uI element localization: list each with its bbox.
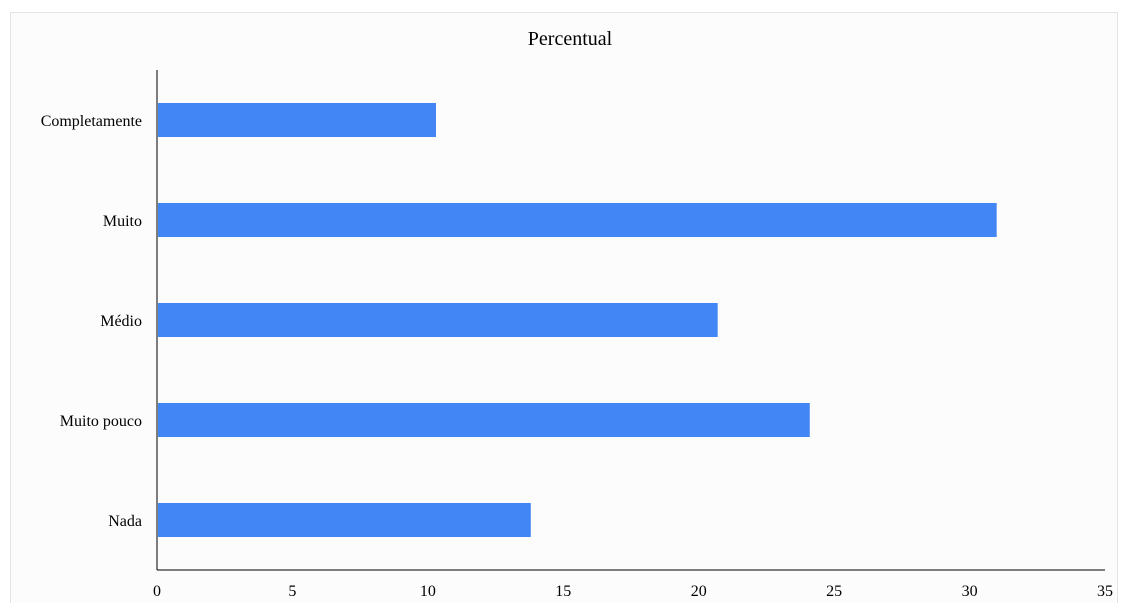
x-tick-label: 15 xyxy=(555,583,571,600)
y-axis-labels: Completamente Muito Médio Muito pouco Nada xyxy=(41,113,142,530)
bar-2 xyxy=(158,303,718,337)
y-tick-label: Médio xyxy=(100,313,142,330)
x-tick-label: 30 xyxy=(962,583,978,600)
chart-title: Percentual xyxy=(528,28,613,50)
y-tick-label: Muito xyxy=(103,213,142,230)
y-tick-label: Completamente xyxy=(41,113,142,130)
y-tick-label: Muito pouco xyxy=(60,413,142,430)
y-tick-label: Nada xyxy=(108,513,142,530)
axes-layer xyxy=(156,70,1105,571)
bar-1 xyxy=(158,203,997,237)
x-tick-label: 5 xyxy=(288,583,296,600)
x-tick-label: 10 xyxy=(420,583,436,600)
x-tick-label: 35 xyxy=(1097,583,1113,600)
bars-layer xyxy=(158,103,997,537)
x-tick-label: 20 xyxy=(691,583,707,600)
x-tick-label: 0 xyxy=(153,583,161,600)
bar-4 xyxy=(158,503,531,537)
bar-0 xyxy=(158,103,436,137)
x-axis-labels: 0 5 10 15 20 25 30 35 xyxy=(153,583,1113,600)
bar-3 xyxy=(158,403,810,437)
x-tick-label: 25 xyxy=(826,583,842,600)
